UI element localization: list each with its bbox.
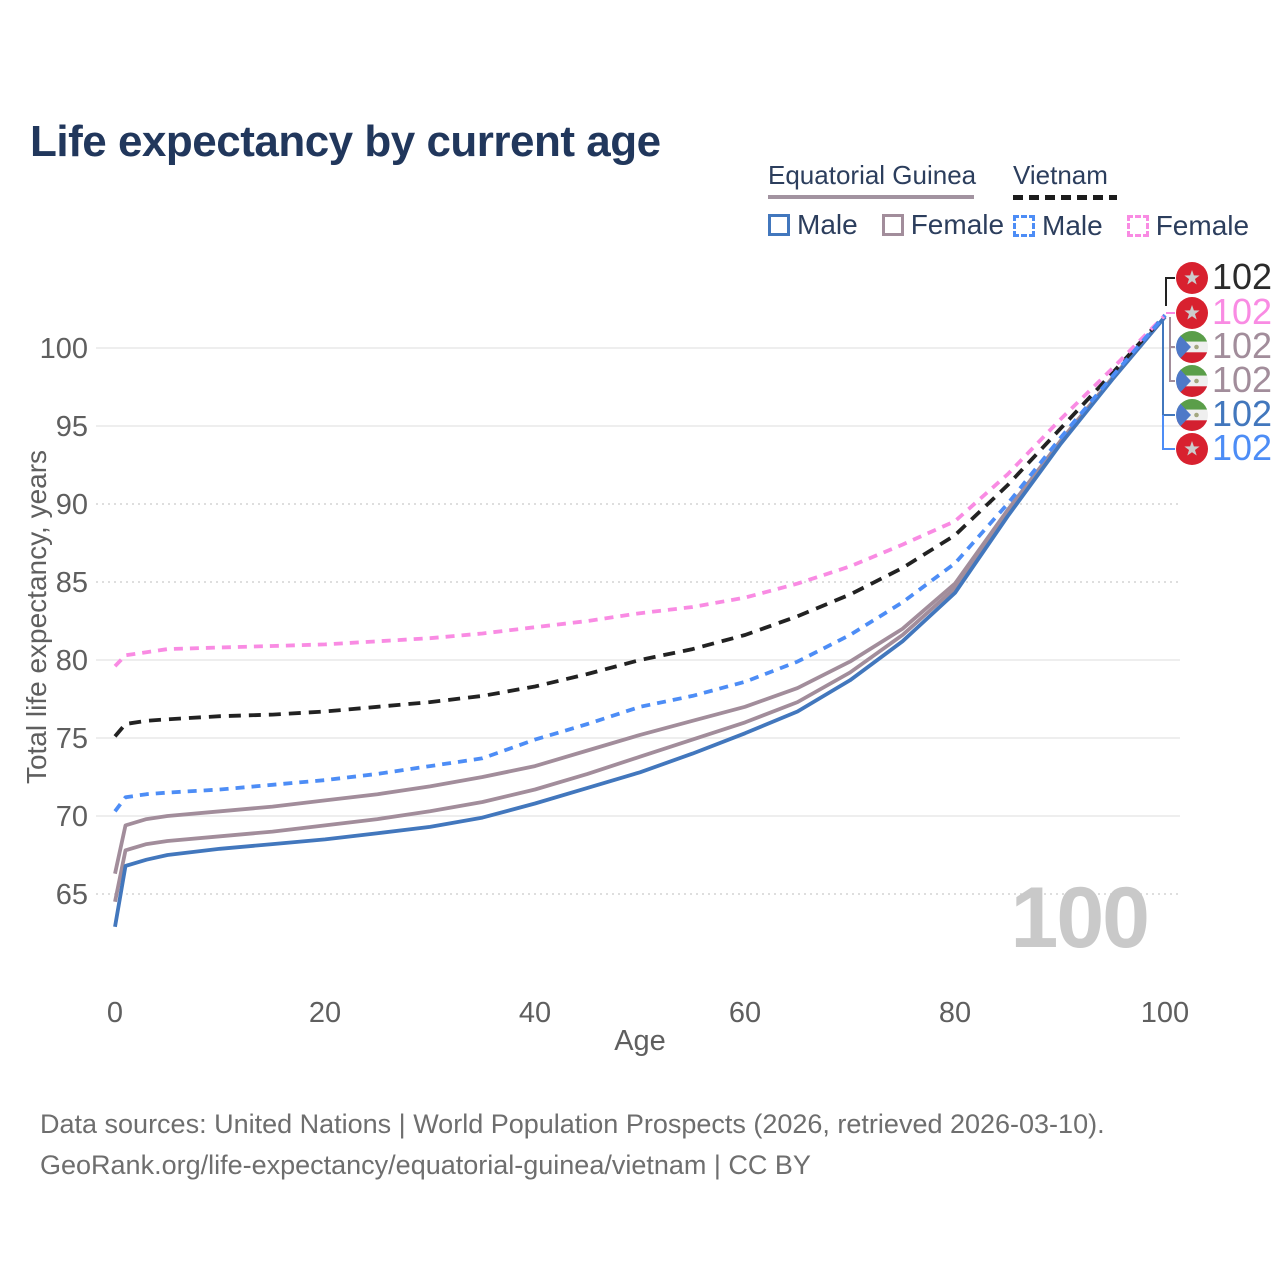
eg-flag-blue-triangle	[1176, 331, 1191, 363]
eg-flag-red-band	[1176, 420, 1208, 431]
end-value-label: 102	[1212, 291, 1272, 332]
flag-icon-vietnam	[1176, 262, 1208, 294]
legend-country-vietnam: Vietnam	[1013, 160, 1108, 190]
y-tick-label: 95	[56, 411, 88, 443]
legend-underline-dashed	[1013, 195, 1117, 200]
x-tick-label: 20	[309, 997, 341, 1029]
end-value-label: 102	[1212, 256, 1272, 297]
eg-flag-white-band	[1176, 409, 1208, 421]
vietnam-flag-star	[1184, 270, 1200, 285]
flag-icon-vietnam	[1176, 297, 1208, 329]
y-tick-label: 100	[40, 333, 88, 365]
legend-label: Male	[1042, 210, 1103, 241]
leader-line	[1169, 317, 1175, 348]
end-value-label: 102	[1212, 325, 1272, 366]
eg-flag-blue-triangle	[1176, 399, 1191, 431]
x-tick-label: 40	[519, 997, 551, 1029]
series-line-gq-male[interactable]	[113, 315, 1167, 928]
legend-underline-solid	[768, 195, 974, 199]
flag-icon-vietnam	[1176, 433, 1208, 465]
legend-group-equatorial-guinea: Equatorial Guinea Male Female	[768, 160, 1020, 241]
eg-flag-white-band	[1176, 341, 1208, 353]
y-tick-label: 90	[56, 489, 88, 521]
flag-icon-equatorial-guinea	[1176, 331, 1208, 363]
x-tick-label: 100	[1141, 997, 1189, 1029]
page-title: Life expectancy by current age	[30, 117, 661, 167]
x-axis-title: Age	[614, 1025, 666, 1057]
x-tick-label: 80	[939, 997, 971, 1029]
eg-flag-green-band	[1176, 365, 1208, 376]
vietnam-flag-star	[1184, 305, 1200, 320]
data-source-line: Data sources: United Nations | World Pop…	[40, 1109, 1105, 1139]
legend-item-vn-male[interactable]: Male	[1013, 210, 1119, 242]
eg-flag-green-band	[1176, 399, 1208, 410]
eg-flag-emblem	[1194, 344, 1199, 350]
flag-icon-equatorial-guinea	[1176, 365, 1208, 397]
leader-line	[1165, 277, 1175, 306]
end-value-label: 102	[1212, 359, 1272, 400]
legend-group-vietnam: Vietnam Male Female	[1013, 160, 1265, 242]
series-line-vn-both-sexes[interactable]	[113, 313, 1167, 738]
series-line-vn-female[interactable]	[113, 313, 1167, 668]
y-axis-title: Total life expectancy, years	[21, 450, 52, 784]
y-tick-label: 65	[56, 879, 88, 911]
legend-item-vn-female[interactable]: Female	[1126, 210, 1265, 242]
eg-male-swatch-icon	[768, 214, 790, 236]
legend-country-equatorial-guinea: Equatorial Guinea	[768, 160, 977, 190]
legend-label: Male	[797, 209, 858, 240]
vn-female-swatch-icon	[1126, 215, 1149, 237]
series-line-gq-both-sexes[interactable]	[113, 315, 1167, 903]
x-tick-label: 60	[729, 997, 761, 1029]
eg-flag-green-band	[1176, 331, 1208, 342]
flag-icon-equatorial-guinea	[1176, 399, 1208, 431]
eg-flag-emblem	[1194, 412, 1199, 418]
legend-label: Female	[1155, 210, 1250, 241]
leader-line	[1162, 415, 1175, 450]
series-line-vn-male[interactable]	[113, 313, 1167, 813]
vn-male-swatch-icon	[1013, 215, 1035, 237]
eg-flag-red-band	[1176, 352, 1208, 363]
y-tick-label: 80	[56, 645, 88, 677]
legend-item-eg-female[interactable]: Female	[881, 209, 1020, 241]
end-value-label: 102	[1212, 393, 1272, 434]
end-value-label: 102	[1212, 427, 1272, 468]
attribution-line: GeoRank.org/life-expectancy/equatorial-g…	[40, 1150, 811, 1180]
watermark-label: 100	[1011, 870, 1149, 966]
series-line-gq-female[interactable]	[113, 315, 1167, 875]
legend-label: Female	[910, 209, 1005, 240]
eg-flag-emblem	[1194, 378, 1199, 384]
eg-female-swatch-icon	[881, 214, 904, 236]
eg-flag-red-band	[1176, 386, 1208, 397]
vietnam-flag-star	[1184, 441, 1200, 456]
y-tick-label: 70	[56, 801, 88, 833]
leader-line	[1169, 347, 1175, 382]
eg-flag-blue-triangle	[1176, 365, 1191, 397]
eg-flag-white-band	[1176, 375, 1208, 387]
x-tick-label: 0	[107, 997, 123, 1029]
chart-footer: Data sources: United Nations | World Pop…	[40, 1104, 1105, 1186]
legend-item-eg-male[interactable]: Male	[768, 209, 874, 241]
y-tick-label: 75	[56, 723, 88, 755]
y-tick-label: 85	[56, 567, 88, 599]
